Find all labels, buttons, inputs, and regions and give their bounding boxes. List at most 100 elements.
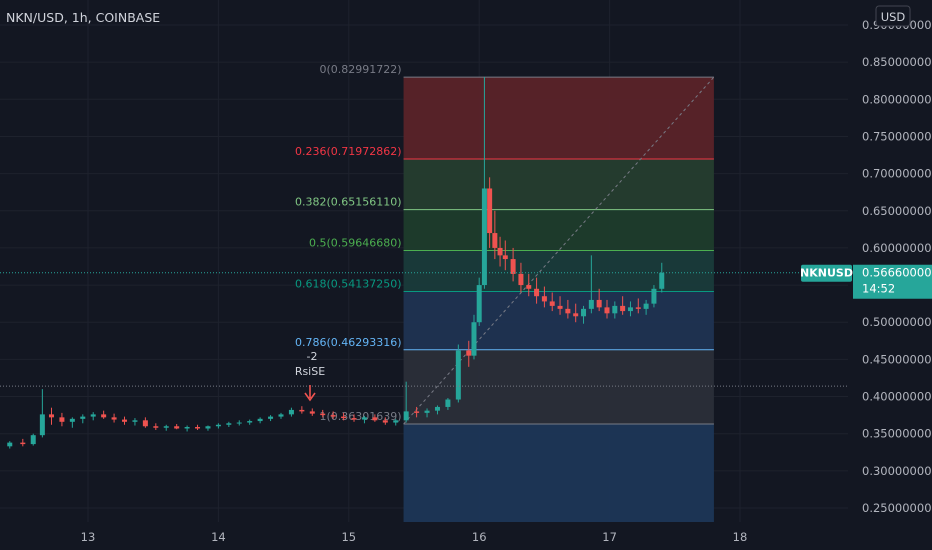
- candle-body: [581, 308, 587, 317]
- price-tick-label: 0.65000000: [862, 204, 932, 218]
- candle: [205, 425, 211, 431]
- candle-body: [382, 420, 388, 423]
- candle-body: [163, 426, 169, 428]
- candle: [361, 415, 367, 424]
- price-tick-label: 0.60000000: [862, 241, 932, 255]
- candle-body: [341, 416, 347, 419]
- time-tick-label: 18: [733, 530, 748, 544]
- symbol-title[interactable]: NKN/USD, 1h, COINBASE: [6, 10, 160, 25]
- candle-body: [541, 296, 547, 302]
- candle: [90, 412, 96, 421]
- candle: [541, 286, 547, 308]
- candle: [59, 412, 65, 427]
- candle: [48, 407, 54, 425]
- price-tag-box: [853, 264, 932, 299]
- candle-body: [651, 288, 657, 304]
- candle-body: [205, 426, 211, 429]
- candle: [142, 417, 148, 428]
- fib-zone-0: [403, 77, 714, 159]
- fibonacci-retracement[interactable]: 0(0.82991722) 0.236(0.71972862) 0.382(0.65…: [295, 63, 715, 522]
- candle-body: [215, 424, 221, 427]
- candle: [101, 410, 107, 419]
- candle: [299, 406, 305, 414]
- candle-body: [7, 442, 13, 447]
- candle: [174, 424, 180, 430]
- candle: [455, 344, 461, 403]
- price-tick-label: 0.85000000: [862, 55, 932, 69]
- candle-body: [502, 255, 508, 260]
- candle: [309, 408, 315, 416]
- price-tick-label: 0.45000000: [862, 352, 932, 366]
- time-scale[interactable]: [0, 522, 848, 550]
- candle-body: [466, 350, 472, 356]
- candle: [268, 415, 274, 422]
- candle-body: [361, 417, 367, 420]
- fib-zone-3: [403, 250, 714, 292]
- fib-level-label: 0.236(0.71972862): [295, 145, 402, 158]
- candle: [588, 255, 594, 314]
- candle: [549, 292, 555, 312]
- candle: [526, 273, 532, 297]
- candle: [80, 414, 86, 424]
- currency-label: USD: [881, 10, 906, 24]
- candle-body: [39, 414, 45, 436]
- candle: [184, 425, 190, 432]
- fib-zone-4: [403, 291, 714, 350]
- candle: [351, 414, 357, 422]
- candle: [573, 303, 579, 323]
- chart-overlay: [0, 272, 848, 387]
- candle-body: [455, 350, 461, 400]
- candle: [581, 305, 587, 324]
- candle: [627, 301, 633, 317]
- candle-body: [236, 422, 242, 424]
- candle-body: [659, 272, 665, 289]
- time-tick-label: 15: [341, 530, 356, 544]
- candle-body: [627, 307, 633, 312]
- candle: [651, 285, 657, 308]
- candle: [195, 424, 201, 430]
- candle: [236, 420, 242, 426]
- time-tick-label: 14: [211, 530, 226, 544]
- candle-body: [20, 442, 26, 445]
- candle-body: [596, 299, 602, 308]
- candle-body: [330, 415, 336, 417]
- candle-body: [30, 435, 36, 445]
- candle-body: [90, 414, 96, 417]
- candle-body: [122, 419, 128, 422]
- candle-body: [476, 285, 482, 323]
- candle: [20, 438, 26, 447]
- candle-body: [80, 416, 86, 419]
- candle: [510, 247, 516, 282]
- currency-button[interactable]: USD: [875, 5, 911, 27]
- candle: [226, 421, 232, 428]
- candle: [424, 408, 430, 418]
- candle: [288, 407, 294, 417]
- candle-body: [226, 423, 232, 425]
- signal-value: -2: [307, 350, 318, 363]
- candle: [434, 405, 440, 415]
- candle-body: [153, 426, 159, 428]
- candle-body: [414, 411, 420, 413]
- signal-arrow-down-icon: [304, 385, 316, 402]
- candle: [466, 340, 472, 367]
- candle: [414, 406, 420, 418]
- candle: [534, 277, 540, 304]
- signal-label: RsiSE: [295, 365, 325, 378]
- candle-body: [403, 411, 409, 421]
- time-tick-label: 16: [472, 530, 487, 544]
- candle-body: [565, 308, 571, 314]
- candle: [122, 416, 128, 425]
- candle-body: [481, 188, 487, 286]
- candle-body: [268, 416, 274, 419]
- candle: [341, 412, 347, 421]
- candle-body: [111, 417, 117, 420]
- time-tick-label: 13: [81, 530, 96, 544]
- candle: [393, 418, 399, 426]
- price-scale[interactable]: [848, 0, 932, 522]
- candle-body: [588, 299, 594, 309]
- candle-body: [643, 303, 649, 309]
- candle: [596, 288, 602, 312]
- candle: [7, 441, 13, 449]
- candle-body: [612, 305, 618, 314]
